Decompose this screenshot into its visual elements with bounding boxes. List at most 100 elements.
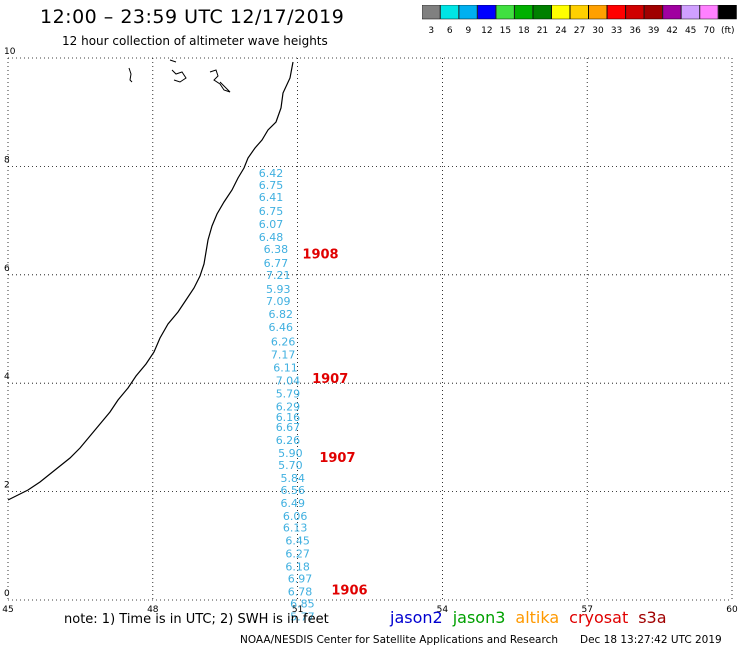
wave-height-value: 6.11 [273,361,298,374]
wave-height-value: 6.26 [276,434,301,447]
scale-swatch [495,5,515,20]
scale-label: 9 [465,26,471,36]
legend-entry-jason2: jason2 [390,608,443,627]
wave-height-value: 5.79 [276,387,301,400]
coastline [7,61,294,501]
wave-height-value: 6.85 [290,598,315,611]
y-tick-label: 10 [4,47,16,57]
scale-swatch [718,5,737,20]
footer-timestamp: Dec 18 13:27:42 UTC 2019 [580,634,722,646]
y-tick-label: 2 [4,481,10,491]
scale-label: 33 [611,26,622,36]
wave-height-value: 5.93 [266,283,291,296]
wave-height-value: 6.48 [259,231,284,244]
scale-label: 30 [592,26,604,36]
wave-height-value: 6.07 [259,218,284,231]
scale-swatch [440,5,459,20]
wave-height-value: 6.67 [276,421,301,434]
scale-swatch [458,5,478,20]
scale-label: 70 [703,26,715,36]
scale-label: 18 [518,26,530,36]
wave-height-value: 6.56 [281,484,306,497]
island-group [128,59,231,93]
wave-height-value: 6.13 [283,522,308,535]
scale-label: 3 [428,26,434,36]
y-tick-label: 4 [4,372,10,382]
wave-height-value: 6.49 [281,497,306,510]
wave-height-value: 7.09 [266,295,291,308]
x-tick-label: 51 [292,605,303,615]
scale-swatch [551,5,570,20]
x-tick-label: 57 [581,605,592,615]
wave-height-value: 5.84 [281,472,306,485]
page-subtitle: 12 hour collection of altimeter wave hei… [62,34,328,48]
scale-swatch [422,5,441,20]
wave-height-track: 6.426.756.416.756.076.486.386.777.215.93… [259,167,315,623]
scale-label: 39 [648,26,660,36]
scale-label: 42 [666,26,677,36]
wave-height-value: 6.27 [285,548,310,561]
scale-label: 21 [537,26,548,36]
legend-entry-s3a: s3a [638,608,667,627]
x-tick-label: 60 [726,605,738,615]
wave-height-value: 5.90 [278,447,303,460]
island-2 [169,59,187,83]
scale-label: (ft) [721,26,735,36]
scale-label: 12 [481,26,492,36]
wave-height-value: 6.97 [288,573,313,586]
time-label: 1907 [312,372,348,387]
wave-height-value: 6.78 [288,586,313,599]
wave-height-value: 6.16 [276,411,301,424]
legend-entry-altika: altika [515,608,560,627]
legend-entry-jason3: jason3 [452,608,506,627]
x-axis-labels: 45 48 51 54 57 60 [2,605,738,615]
island-3 [209,69,231,93]
wave-height-value: 6.18 [285,561,310,574]
legend-entry-cryosat: cryosat [569,608,629,627]
scale-swatch [569,5,589,20]
wave-height-value: 6.29 [276,400,301,413]
footer-credit: NOAA/NESDIS Center for Satellite Applica… [240,634,558,646]
color-scale-bar: 3 6 9 12 15 18 21 24 27 30 33 36 39 42 45 70 (ft) [422,5,737,36]
wave-height-value: 7.04 [276,374,301,387]
scale-swatch [625,5,645,20]
scale-label: 15 [500,26,511,36]
scale-swatch [681,5,700,20]
y-tick-label: 8 [4,155,10,165]
scale-swatch [699,5,719,20]
wave-height-value: 5.77 [290,611,315,624]
grid-lines [7,57,733,601]
wave-height-value: 6.75 [259,179,284,192]
scale-swatch [588,5,608,20]
scale-label: 45 [685,26,696,36]
satellite-legend: jason2 jason3 altika cryosat s3a [390,608,677,627]
island-1 [128,67,133,83]
wave-height-value: 6.06 [283,510,308,523]
time-label: 1907 [319,451,355,466]
wave-height-value: 6.82 [268,308,293,321]
wave-height-value: 6.38 [264,243,289,256]
scale-label: 27 [574,26,585,36]
time-label: 1906 [331,584,367,599]
scale-swatch [477,5,496,20]
x-tick-label: 48 [147,605,159,615]
time-label: 1908 [302,248,338,263]
scale-label: 24 [555,26,567,36]
wave-height-value: 7.21 [266,269,291,282]
scale-swatch [607,5,626,20]
wave-height-value: 6.42 [259,167,284,180]
scale-swatch [662,5,682,20]
scale-swatch [532,5,552,20]
time-labels: 1908 1907 1907 1906 [302,248,367,599]
wave-height-value: 6.75 [259,205,284,218]
x-tick-label: 54 [437,605,449,615]
footer-note: note: 1) Time is in UTC; 2) SWH is in fe… [64,612,329,627]
wave-height-value: 6.26 [271,335,296,348]
scale-label: 36 [629,26,641,36]
scale-label: 6 [447,26,453,36]
scale-swatch [514,5,533,20]
page-title: 12:00 – 23:59 UTC 12/17/2019 [40,6,345,28]
x-tick-label: 45 [2,605,13,615]
wave-height-value: 6.41 [259,191,284,204]
